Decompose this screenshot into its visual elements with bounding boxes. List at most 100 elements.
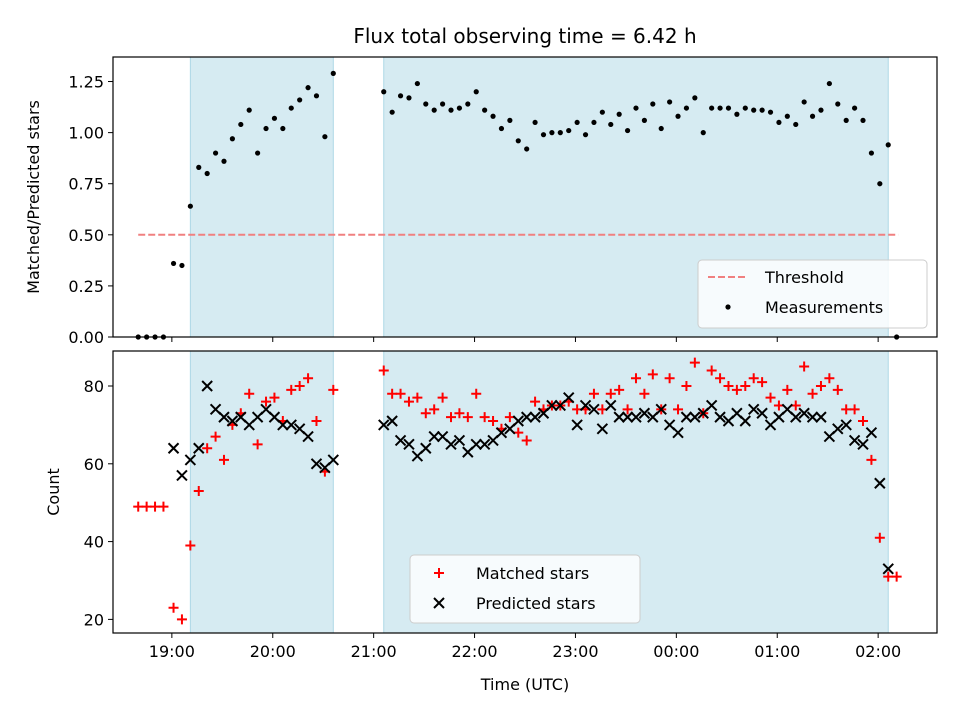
measurement-point	[582, 132, 589, 138]
matched-star-point	[218, 454, 229, 465]
measurement-point	[431, 107, 437, 113]
x-tick-label: 20:00	[250, 642, 296, 661]
y-tick-label: 0.50	[68, 226, 104, 245]
predicted-star-point	[277, 419, 289, 431]
x-tick-label: 22:00	[451, 642, 497, 661]
predicted-star-point	[874, 477, 886, 489]
y-tick-label: 40	[84, 533, 104, 552]
predicted-star-point	[865, 426, 878, 439]
matched-star-point	[479, 412, 490, 423]
legend-box	[697, 259, 928, 329]
predicted-star-point	[672, 426, 684, 439]
predicted-star-point	[310, 458, 323, 470]
matched-star-point	[622, 404, 633, 415]
plot-frame	[112, 350, 938, 634]
measurement-point	[574, 119, 580, 126]
x-tick-label: 23:00	[552, 642, 598, 661]
legend-threshold-label: Threshold	[764, 268, 844, 287]
matched-star-point	[807, 388, 818, 399]
matched-star-point	[799, 361, 810, 372]
measurement-point	[784, 113, 790, 119]
matched-star-point	[437, 392, 448, 403]
measurement-point	[473, 89, 479, 95]
measurement-point	[204, 170, 210, 177]
measurement-point	[297, 97, 303, 103]
measurement-point	[229, 136, 235, 142]
predicted-star-point	[378, 419, 390, 431]
measurement-point	[717, 105, 723, 111]
matched-star-point	[841, 404, 852, 415]
x-tick-label: 02:00	[855, 642, 901, 661]
measurement-point	[826, 80, 832, 87]
matched-star-point	[378, 365, 389, 376]
measurement-point	[759, 107, 765, 113]
matched-star-point	[471, 388, 482, 399]
measurement-point	[288, 105, 294, 111]
x-tick-label: 21:00	[351, 642, 397, 661]
predicted-star-point	[302, 430, 314, 443]
measurement-point	[860, 117, 866, 123]
measurement-point	[507, 117, 513, 123]
measurement-point	[515, 138, 521, 144]
predicted-star-point	[394, 434, 407, 447]
measurement-point	[692, 95, 698, 101]
measurement-point	[599, 109, 605, 115]
measurement-point	[397, 93, 404, 99]
matched-star-point	[210, 431, 221, 442]
measurement-point	[591, 119, 597, 126]
predicted-star-point	[689, 411, 701, 423]
matched-star-point	[141, 501, 152, 512]
measurement-point	[767, 109, 774, 115]
measurement-point	[322, 134, 328, 140]
measurement-point	[448, 107, 454, 113]
y-tick-label: 1.00	[68, 124, 104, 143]
predicted-star-point	[420, 442, 432, 454]
top-y-axis-label: Matched/Predicted stars	[24, 100, 43, 294]
matched-star-point	[133, 501, 144, 512]
y-tick-label: 0.25	[68, 277, 104, 296]
measurement-point	[566, 127, 572, 134]
measurement-point	[238, 121, 244, 128]
matched-star-point	[286, 384, 297, 395]
measurement-point	[868, 150, 875, 156]
observing-interval-band	[190, 57, 334, 337]
predicted-star-point	[478, 438, 491, 451]
matched-star-point	[874, 532, 885, 543]
predicted-star-point	[470, 438, 482, 451]
predicted-star-point	[201, 380, 213, 392]
predicted-star-point	[806, 411, 819, 423]
measurement-point	[414, 80, 420, 87]
measurement-point	[557, 130, 563, 136]
measurement-point	[255, 150, 261, 156]
matched-star-point	[782, 384, 793, 395]
chart-title: Flux total observing time = 6.42 h	[353, 24, 696, 48]
measurement-point	[616, 111, 622, 117]
matched-star-point	[446, 412, 457, 423]
measurement-point	[624, 127, 631, 134]
measurement-point	[675, 113, 681, 119]
matched-star-point	[158, 501, 169, 512]
measurement-point	[305, 85, 311, 91]
predicted-star-point	[882, 563, 894, 575]
matched-star-point	[614, 384, 625, 395]
y-tick-label: 1.25	[68, 73, 104, 92]
measurement-point	[734, 111, 740, 117]
matched-star-point	[664, 373, 675, 384]
predicted-star-point	[815, 411, 827, 423]
x-tick-label: 01:00	[754, 642, 800, 661]
predicted-star-point	[512, 415, 524, 427]
matched-star-point	[832, 384, 843, 395]
measurement-point	[641, 117, 647, 123]
measurement-point	[549, 130, 555, 136]
predicted-star-point	[680, 411, 693, 423]
measurement-point	[809, 113, 816, 119]
matched-star-point	[150, 501, 161, 512]
measurement-point	[440, 101, 446, 107]
measurement-point	[658, 125, 664, 132]
measurement-point	[456, 105, 463, 111]
matched-star-point	[740, 381, 751, 392]
predicted-star-point	[495, 426, 508, 439]
matched-star-point	[387, 388, 398, 399]
matched-star-point	[328, 384, 339, 395]
matched-star-point	[403, 396, 414, 407]
